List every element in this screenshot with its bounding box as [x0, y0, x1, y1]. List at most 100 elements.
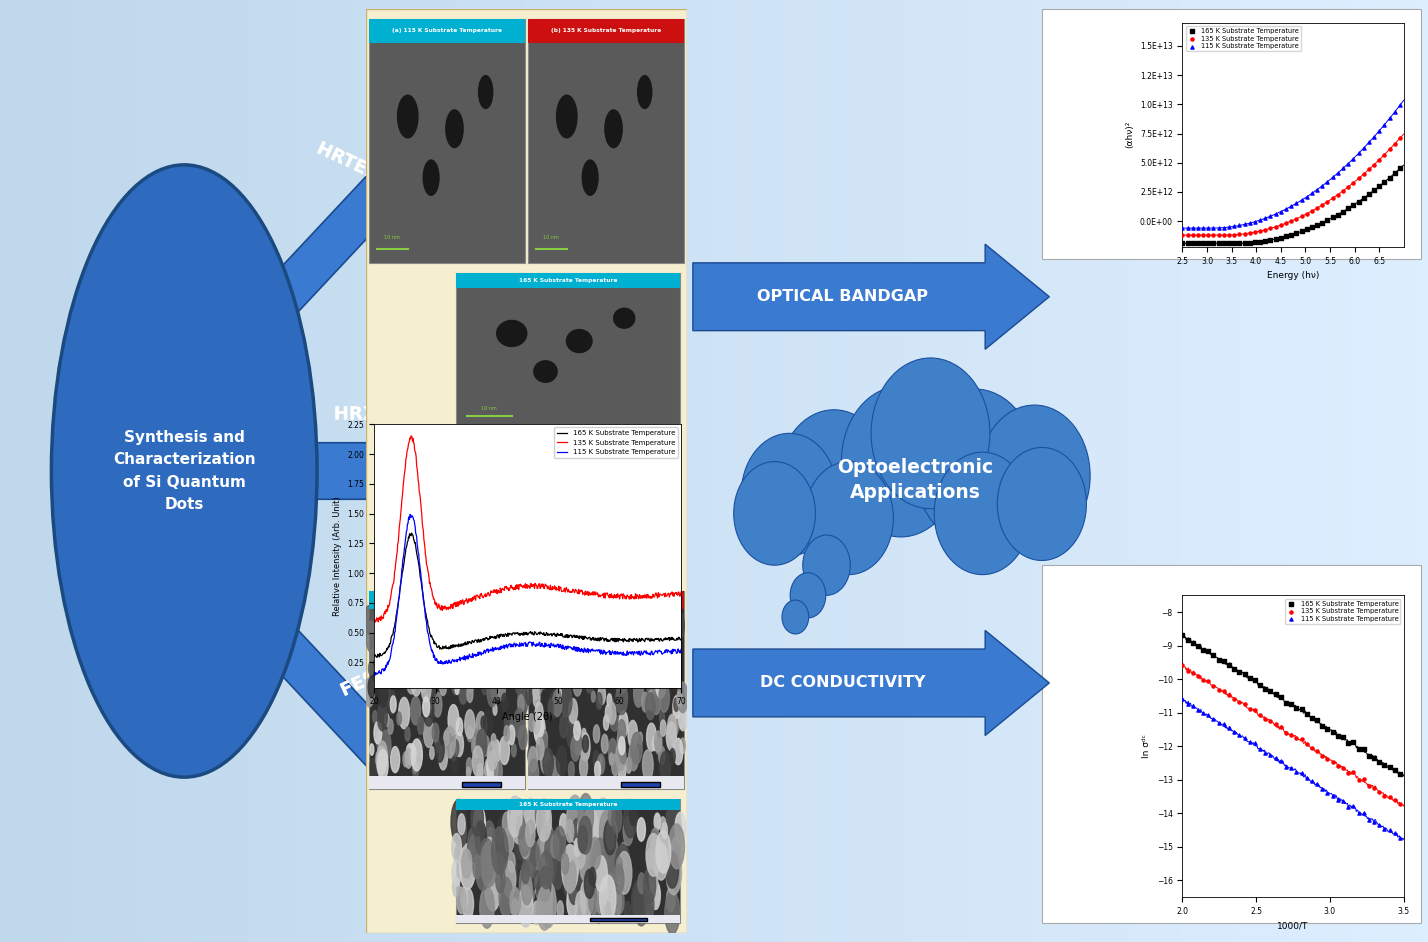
Circle shape: [411, 696, 420, 725]
Circle shape: [497, 626, 508, 658]
FancyBboxPatch shape: [368, 591, 524, 609]
Point: [1244, 703, 1267, 718]
Ellipse shape: [397, 94, 418, 138]
Circle shape: [674, 610, 684, 641]
165 K Substrate Temperature: [571, 632, 588, 643]
Circle shape: [430, 747, 434, 759]
Circle shape: [458, 638, 467, 662]
Y-axis label: ln σᵈᶜ: ln σᵈᶜ: [1142, 734, 1151, 758]
Point: [1384, 166, 1407, 181]
Circle shape: [635, 680, 643, 702]
Circle shape: [638, 622, 647, 647]
Point: [1238, 735, 1261, 750]
Circle shape: [493, 704, 497, 715]
Circle shape: [651, 828, 660, 853]
Circle shape: [607, 693, 611, 707]
Point: [1358, 749, 1381, 764]
Circle shape: [377, 750, 388, 780]
Point: [1384, 825, 1407, 840]
Circle shape: [413, 645, 418, 661]
Circle shape: [667, 730, 673, 746]
Circle shape: [650, 867, 657, 891]
Circle shape: [448, 656, 454, 671]
Circle shape: [538, 722, 544, 737]
Point: [1388, 98, 1411, 113]
Ellipse shape: [533, 360, 558, 383]
Circle shape: [567, 886, 578, 918]
Ellipse shape: [565, 329, 593, 353]
Circle shape: [521, 861, 530, 884]
Point: [1347, 194, 1369, 209]
Circle shape: [401, 644, 410, 671]
Point: [1244, 224, 1267, 239]
Circle shape: [618, 720, 625, 742]
Point: [1388, 131, 1411, 146]
Circle shape: [580, 658, 590, 688]
Circle shape: [377, 729, 386, 753]
Point: [1192, 236, 1215, 251]
Point: [1234, 666, 1257, 681]
Point: [1317, 752, 1339, 767]
Line: 165 K Substrate Temperature: 165 K Substrate Temperature: [374, 533, 681, 658]
Point: [1352, 771, 1375, 787]
135 K Substrate Temperature: [547, 584, 564, 595]
Circle shape: [547, 672, 553, 685]
Circle shape: [423, 697, 430, 717]
Circle shape: [476, 849, 490, 890]
Circle shape: [451, 800, 467, 844]
Circle shape: [454, 845, 461, 863]
Point: [1254, 211, 1277, 226]
Point: [1305, 218, 1328, 233]
Circle shape: [500, 736, 510, 765]
Circle shape: [624, 800, 637, 837]
Circle shape: [503, 812, 511, 836]
Point: [1254, 222, 1277, 237]
Circle shape: [575, 838, 585, 869]
Circle shape: [488, 867, 497, 894]
Circle shape: [557, 901, 564, 919]
FancyBboxPatch shape: [591, 918, 647, 921]
Circle shape: [448, 637, 454, 655]
Circle shape: [645, 658, 654, 682]
Text: DC CONDUCTIVITY: DC CONDUCTIVITY: [760, 675, 925, 690]
Circle shape: [575, 721, 580, 732]
Circle shape: [551, 851, 564, 889]
Point: [1259, 220, 1282, 236]
Circle shape: [384, 614, 394, 645]
Circle shape: [544, 856, 555, 886]
Circle shape: [568, 761, 574, 778]
Circle shape: [658, 746, 665, 765]
Circle shape: [451, 834, 461, 861]
Circle shape: [384, 625, 388, 635]
Circle shape: [595, 884, 607, 918]
Circle shape: [631, 880, 647, 923]
Circle shape: [655, 668, 665, 698]
135 K Substrate Temperature: [403, 430, 420, 442]
Circle shape: [540, 881, 555, 928]
Circle shape: [568, 709, 575, 728]
Circle shape: [565, 820, 574, 842]
Circle shape: [594, 855, 607, 892]
Circle shape: [630, 805, 637, 825]
Point: [1181, 635, 1204, 650]
Point: [1234, 217, 1257, 232]
115 K Substrate Temperature: [506, 638, 523, 649]
Circle shape: [613, 804, 621, 833]
Circle shape: [557, 687, 561, 700]
Point: [1222, 219, 1245, 234]
Circle shape: [551, 835, 558, 858]
Circle shape: [650, 879, 660, 908]
Circle shape: [551, 625, 560, 650]
Circle shape: [664, 630, 670, 644]
Circle shape: [483, 735, 490, 756]
Circle shape: [488, 659, 498, 689]
Circle shape: [617, 852, 631, 894]
Circle shape: [458, 680, 467, 705]
Point: [1285, 764, 1308, 779]
115 K Substrate Temperature: [598, 647, 615, 658]
Point: [1248, 677, 1271, 692]
Circle shape: [504, 605, 514, 636]
Circle shape: [615, 742, 625, 771]
Circle shape: [604, 613, 614, 641]
Circle shape: [533, 901, 541, 925]
